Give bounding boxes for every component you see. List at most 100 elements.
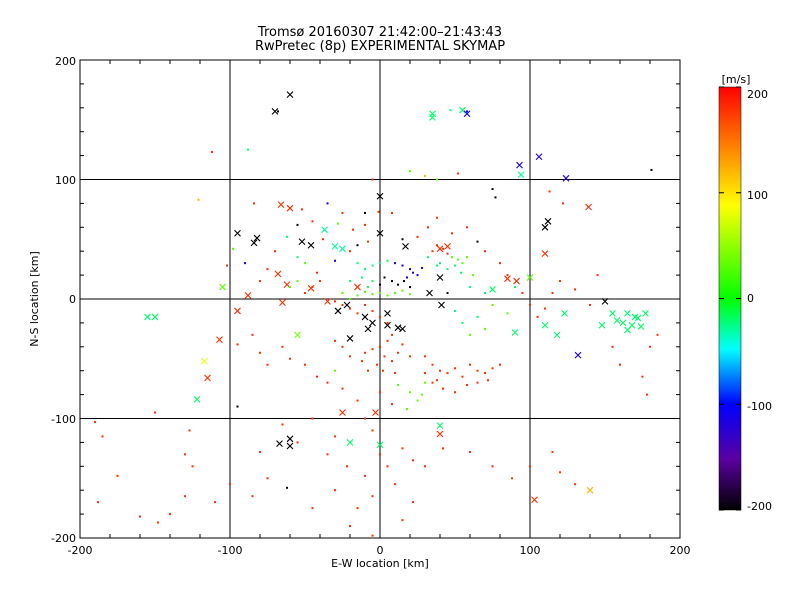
data-point-dot	[427, 226, 429, 229]
data-point-dot	[412, 271, 414, 274]
data-point-dot	[436, 216, 438, 219]
data-point-dot	[454, 367, 456, 370]
data-point-dot	[391, 360, 393, 363]
data-point-dot	[101, 435, 104, 438]
data-point-dot	[253, 202, 255, 205]
data-point-dot	[406, 276, 408, 279]
data-point-dot	[371, 280, 374, 283]
data-point-cross	[376, 229, 384, 237]
data-point-dot	[412, 501, 414, 504]
data-point-dot	[466, 110, 468, 113]
data-point-dot	[226, 264, 228, 267]
data-point-dot	[367, 286, 369, 289]
data-point-dot	[266, 268, 269, 271]
data-point-cross	[541, 223, 549, 231]
data-point-dot	[311, 507, 314, 510]
data-point-dot	[436, 178, 438, 181]
data-point-dot	[484, 292, 486, 295]
data-point-dot	[491, 303, 494, 306]
data-point-dot	[394, 483, 396, 486]
data-point-dot	[376, 363, 378, 366]
data-point-dot	[364, 223, 366, 226]
data-point-cross	[286, 435, 294, 443]
data-point-cross	[346, 335, 354, 342]
data-point-dot	[499, 363, 501, 366]
data-point-dot	[451, 256, 453, 259]
data-point-dot	[439, 369, 441, 372]
data-point-cross	[585, 203, 592, 211]
data-point-dot	[397, 351, 399, 354]
data-point-dot	[296, 280, 299, 283]
data-point-dot	[277, 110, 279, 113]
data-point-cross	[526, 274, 534, 281]
data-point-dot	[409, 355, 411, 358]
data-point-cross	[369, 319, 376, 327]
data-point-dot	[491, 188, 494, 191]
data-point-dot	[436, 264, 438, 267]
data-point-dot	[286, 486, 288, 489]
data-point-dot	[352, 228, 354, 231]
data-point-dot	[401, 447, 404, 450]
data-point-cross	[637, 323, 645, 330]
data-point-dot	[364, 211, 366, 214]
data-point-dot	[334, 435, 336, 438]
colorbar-tick-label: 100	[747, 189, 768, 202]
data-point-cross	[642, 309, 649, 317]
data-point-dot	[476, 315, 479, 318]
data-point-cross	[459, 106, 466, 114]
data-point-dot	[416, 399, 419, 402]
data-point-dot	[371, 264, 374, 267]
data-point-dot	[596, 274, 599, 277]
data-point-dot	[364, 268, 366, 271]
data-point-dot	[650, 168, 653, 171]
data-point-dot	[379, 315, 381, 318]
data-point-cross	[144, 313, 151, 321]
data-point-dot	[259, 280, 261, 283]
data-point-cross	[436, 422, 444, 430]
data-point-cross	[402, 243, 409, 250]
data-point-cross	[598, 321, 606, 329]
data-point-dot	[442, 387, 444, 390]
data-point-dot	[436, 379, 438, 382]
data-point-dot	[229, 483, 231, 486]
data-point-dot	[251, 495, 254, 498]
data-point-dot	[431, 381, 434, 384]
data-point-dot	[460, 271, 462, 274]
data-point-dot	[427, 256, 429, 259]
data-point-cross	[553, 331, 561, 339]
data-point-cross	[354, 283, 361, 291]
data-point-dot	[281, 423, 284, 426]
data-point-dot	[521, 292, 524, 295]
data-point-cross	[361, 313, 369, 321]
data-point-cross	[429, 113, 436, 121]
data-point-dot	[371, 309, 374, 312]
data-point-cross	[276, 440, 283, 447]
x-tick-label: -200	[68, 544, 93, 557]
data-points	[94, 91, 659, 537]
data-point-dot	[259, 351, 261, 354]
data-point-dot	[383, 276, 386, 279]
data-point-dot	[371, 534, 374, 537]
data-point-cross	[531, 496, 538, 504]
data-point-dot	[454, 309, 456, 312]
data-point-cross	[307, 241, 315, 249]
data-point-dot	[379, 391, 381, 394]
data-point-dot	[466, 256, 468, 259]
data-point-dot	[461, 375, 464, 378]
data-point-dot	[311, 417, 314, 420]
data-point-dot	[424, 372, 426, 375]
data-point-cross	[331, 243, 339, 250]
data-point-dot	[548, 190, 551, 193]
data-point-dot	[247, 148, 249, 151]
data-point-dot	[356, 294, 359, 297]
data-point-dot	[386, 465, 389, 468]
data-point-dot	[184, 453, 186, 456]
data-point-dot	[379, 453, 381, 456]
data-point-dot	[319, 280, 321, 283]
data-point-cross	[298, 238, 306, 246]
data-point-cross	[513, 277, 520, 285]
data-point-dot	[97, 501, 99, 504]
y-axis-label: N-S location [km]	[28, 251, 41, 347]
data-point-cross	[372, 409, 379, 416]
data-point-dot	[401, 238, 404, 241]
